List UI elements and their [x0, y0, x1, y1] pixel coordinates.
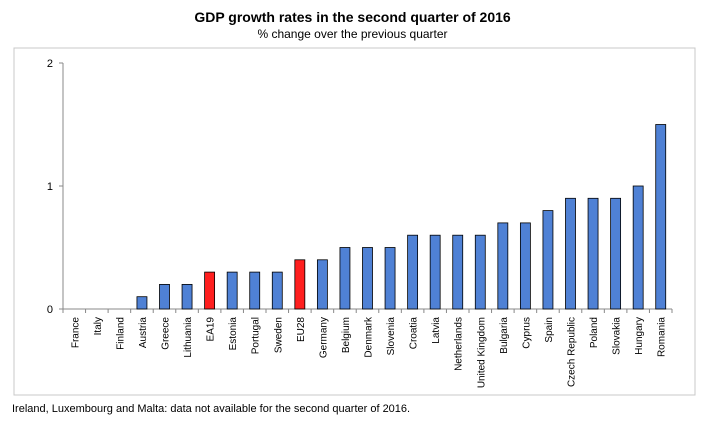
x-tick-label: Bulgaria	[499, 317, 510, 354]
x-tick-label: Italy	[93, 317, 104, 335]
bar-bulgaria	[497, 222, 509, 310]
bar-hungary	[632, 185, 644, 310]
x-tick-label: Belgium	[341, 317, 352, 353]
x-tick-label: Greece	[161, 317, 172, 350]
bar-germany	[316, 259, 328, 310]
chart-title: GDP growth rates in the second quarter o…	[194, 9, 511, 25]
x-tick-label: EA19	[206, 317, 217, 342]
y-tick-label: 1	[47, 181, 53, 193]
x-tick-label: Cyprus	[521, 317, 532, 349]
y-tick-label: 0	[47, 304, 53, 316]
x-tick-label: Finland	[115, 317, 126, 350]
x-tick-label: Slovenia	[386, 317, 397, 356]
x-tick-label: Portugal	[251, 317, 262, 354]
bar-czech-republic	[565, 197, 576, 310]
x-tick-label: Sweden	[273, 317, 284, 353]
bar-netherlands	[452, 234, 464, 310]
chart-x-labels: France Italy Finland Austria Greece Lithuania…	[70, 316, 667, 388]
bar-united-kingdom	[474, 234, 486, 310]
bar-belgium	[339, 247, 351, 310]
bar-denmark	[362, 247, 373, 310]
x-tick-label: Germany	[318, 317, 329, 358]
bar-austria	[136, 296, 148, 310]
bar-eu28	[294, 259, 306, 310]
x-tick-label: Lithuania	[183, 317, 194, 358]
x-tick-label: EU28	[296, 317, 307, 342]
x-tick-label: Netherlands	[454, 317, 465, 371]
bar-portugal	[249, 271, 261, 310]
x-tick-label: Denmark	[364, 316, 375, 358]
chart-subtitle: % change over the previous quarter	[257, 27, 448, 41]
x-tick-label: Poland	[589, 317, 600, 348]
bar-slovakia	[610, 197, 622, 310]
x-tick-label: Estonia	[228, 317, 239, 351]
bar-sweden	[271, 271, 283, 310]
bar-cyprus	[519, 222, 531, 310]
footnote: Ireland, Luxembourg and Malta: data not …	[12, 403, 411, 415]
chart-bars	[136, 124, 667, 310]
bar-slovenia	[384, 247, 396, 310]
x-tick-label: Romania	[657, 317, 668, 357]
y-tick-label: 2	[47, 58, 53, 70]
bar-lithuania	[181, 283, 193, 310]
plot-frame	[13, 47, 696, 396]
bar-latvia	[429, 234, 441, 310]
x-tick-label: Czech Republic	[567, 317, 578, 387]
x-tick-label: Slovakia	[612, 317, 623, 355]
chart-axes: 0 1 2	[47, 58, 673, 316]
bar-croatia	[407, 234, 419, 310]
x-tick-label: Hungary	[634, 317, 645, 355]
x-tick-label: Latvia	[431, 317, 442, 344]
bar-spain	[542, 210, 554, 310]
bar-estonia	[226, 271, 238, 310]
x-tick-label: France	[70, 317, 81, 349]
x-tick-label: Austria	[138, 317, 149, 349]
x-tick-label: United Kingdom	[476, 317, 487, 388]
bar-ea19	[204, 271, 216, 310]
bar-poland	[587, 197, 599, 310]
bar-greece	[159, 283, 170, 310]
bar-romania	[655, 124, 667, 310]
x-tick-label: Croatia	[409, 317, 420, 350]
x-tick-label: Spain	[544, 317, 555, 343]
